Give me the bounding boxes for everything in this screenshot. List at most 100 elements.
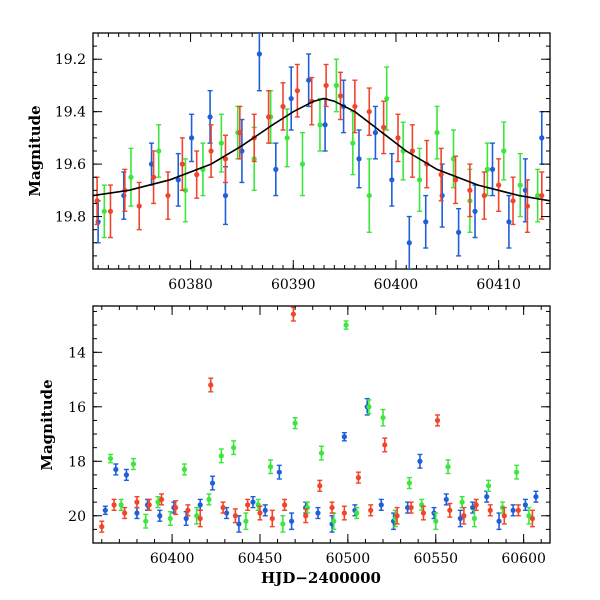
bottom-series-1-point-17 — [318, 450, 325, 456]
bottom-series-0-point-8 — [197, 502, 203, 508]
bottom-series-2-point-20 — [341, 510, 347, 516]
bottom-series-1-point-5 — [167, 515, 173, 522]
top-series-1-point-9 — [284, 135, 290, 141]
bottom-series-2-point-19 — [329, 504, 335, 511]
top-series-1-point-18 — [434, 130, 440, 136]
top-series-1-point-3 — [182, 187, 189, 193]
bottom-y-axis-label: Magnitude — [38, 379, 56, 470]
bottom-y-tick-label: 16 — [68, 400, 86, 416]
bottom-series-2-point-30 — [473, 502, 479, 508]
top-series-0-point-10 — [288, 95, 294, 102]
top-series-2-point-31 — [539, 192, 545, 199]
bottom-series-0-point-14 — [276, 469, 282, 475]
bottom-series-2-point-2 — [122, 510, 128, 516]
top-series-1-point-14 — [366, 192, 372, 199]
top-series-2-point-7 — [194, 172, 200, 178]
bottom-series-0-point-17 — [315, 510, 321, 516]
bottom-x-tick-label: 60600 — [501, 551, 546, 567]
bottom-series-2-point-17 — [303, 513, 309, 519]
top-series-0-point-8 — [256, 51, 262, 57]
top-series-0-point-12 — [322, 122, 328, 128]
top-series-2-point-24 — [438, 172, 444, 178]
bottom-series-2-point-28 — [447, 507, 453, 513]
top-series-2-point-21 — [395, 135, 401, 141]
bottom-series-0-point-33 — [522, 502, 528, 508]
top-x-tick-label: 60380 — [168, 277, 213, 293]
bottom-series-1-point-14 — [280, 521, 286, 527]
bottom-series-1-point-26 — [433, 518, 439, 524]
top-series-1-point-0 — [101, 208, 107, 214]
bottom-series-2-point-15 — [281, 502, 288, 508]
bottom-series-2-point-12 — [245, 502, 251, 508]
bottom-series-1-point-9 — [218, 453, 224, 459]
top-series-2-point-30 — [524, 203, 531, 209]
top-series-2-point-9 — [222, 156, 229, 162]
top-series-1-point-17 — [416, 177, 423, 183]
bottom-series-0-point-31 — [496, 518, 502, 524]
top-series-1-point-2 — [156, 148, 162, 154]
top-x-tick-label: 60410 — [476, 277, 521, 293]
top-series-1-point-10 — [299, 161, 306, 167]
top-series-1-point-23 — [517, 182, 523, 188]
top-series-1-point-5 — [218, 140, 224, 146]
top-series-2-point-13 — [280, 103, 286, 110]
top-series-0-point-14 — [356, 156, 362, 162]
bottom-series-2-point-27 — [434, 417, 441, 424]
bottom-series-0-point-13 — [262, 507, 268, 513]
bottom-series-1-point-18 — [331, 518, 337, 524]
bottom-series-2-point-9 — [208, 382, 214, 388]
bottom-series-1-point-21 — [366, 404, 372, 410]
top-series-0-point-22 — [489, 166, 496, 172]
bottom-series-2-point-31 — [487, 507, 493, 513]
top-light-curve-panel: 60380 60390 60400 60410 19.2 19.4 19.6 19.8 Mag… — [26, 32, 551, 293]
top-series-2-point-17 — [337, 93, 344, 99]
top-series-1-point-13 — [350, 140, 356, 146]
bottom-series-0-point-12 — [250, 499, 256, 505]
bottom-series-0-point-15 — [289, 518, 295, 524]
bottom-series-2-point-8 — [197, 515, 203, 522]
bottom-series-0-point-3 — [134, 510, 140, 516]
bottom-series-0-point-5 — [157, 513, 163, 519]
top-series-2-point-26 — [467, 187, 473, 193]
top-series-1-point-15 — [384, 95, 390, 102]
top-series-0-point-23 — [506, 219, 512, 225]
bottom-series-0-point-34 — [533, 494, 539, 500]
bottom-series-0-point-25 — [417, 458, 423, 464]
top-fit-curve — [93, 97, 550, 202]
top-series-2-point-6 — [179, 161, 185, 167]
top-series-2-point-1 — [107, 208, 114, 214]
bottom-light-curve-panel: 60400 60450 60500 60550 60600 14 16 18 20 Magnit… — [38, 305, 551, 587]
bottom-series-2-point-14 — [269, 515, 275, 522]
top-series-2-point-18 — [352, 103, 358, 110]
top-y-tick-label: 19.4 — [55, 105, 86, 121]
bottom-plot-frame — [92, 305, 551, 544]
bottom-y-tick-label: 18 — [68, 454, 86, 470]
bottom-series-2-point-33 — [515, 507, 521, 513]
bottom-series-0-point-30 — [484, 494, 490, 500]
top-series-2-point-3 — [136, 203, 142, 209]
bottom-series-1-point-29 — [471, 515, 478, 522]
top-series-0-point-16 — [389, 177, 395, 183]
bottom-series-2-point-13 — [257, 510, 263, 516]
top-series-2-point-4 — [150, 174, 157, 180]
top-series-0-point-9 — [273, 166, 279, 172]
bottom-series-1-point-20 — [354, 510, 360, 516]
top-series-2-point-25 — [452, 177, 459, 183]
bottom-series-1-point-13 — [267, 464, 274, 470]
top-series-0-point-11 — [306, 77, 312, 83]
bottom-series-2-point-7 — [185, 507, 191, 513]
bottom-series-1-point-10 — [231, 445, 237, 451]
bottom-series-1-point-30 — [485, 483, 492, 489]
bottom-series-2-point-3 — [134, 499, 140, 505]
bottom-series-2-point-23 — [382, 442, 388, 448]
bottom-series-0-point-10 — [223, 510, 230, 516]
bottom-series-2-point-26 — [420, 510, 427, 516]
top-series-2-point-12 — [266, 114, 272, 120]
bottom-series-0-point-32 — [510, 507, 516, 513]
bottom-series-1-point-22 — [380, 415, 386, 421]
top-series-0-point-5 — [207, 114, 213, 120]
top-series-0-point-18 — [423, 219, 429, 225]
bottom-series-1-point-1 — [118, 502, 124, 508]
top-series-2-point-19 — [366, 109, 372, 115]
